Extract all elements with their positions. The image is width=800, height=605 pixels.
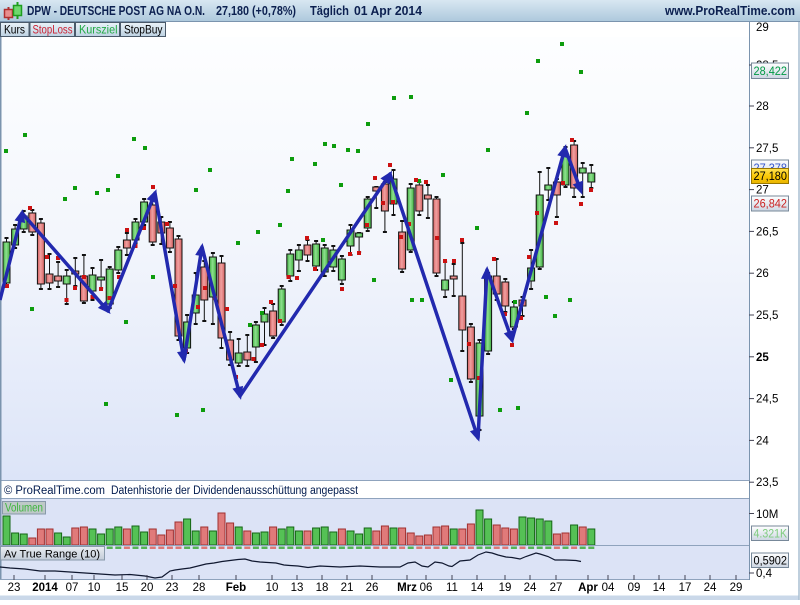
svg-text:15: 15 [116,582,129,594]
svg-text:06: 06 [420,582,433,594]
svg-text:StopBuy: StopBuy [124,23,163,37]
svg-text:10M: 10M [756,509,778,521]
svg-text:27: 27 [756,185,769,197]
svg-text:11: 11 [446,582,458,594]
svg-text:17: 17 [679,582,692,594]
svg-text:© ProRealTime.com: © ProRealTime.com [4,485,105,497]
svg-text:14: 14 [471,582,484,594]
svg-text:23,5: 23,5 [756,477,778,489]
svg-text:21: 21 [341,582,354,594]
svg-text:10: 10 [88,582,101,594]
svg-text:26,842: 26,842 [754,199,788,211]
svg-text:Mrz: Mrz [397,582,417,594]
svg-text:DPW - DEUTSCHE POST AG NA O.N.: DPW - DEUTSCHE POST AG NA O.N. [27,4,205,18]
svg-text:07: 07 [66,582,79,594]
svg-text:Apr: Apr [578,582,598,594]
svg-text:04: 04 [602,582,615,594]
svg-text:28: 28 [756,101,769,113]
svg-text:24: 24 [704,582,717,594]
svg-text:09: 09 [628,582,641,594]
svg-text:0,4: 0,4 [756,568,773,580]
svg-text:19: 19 [499,582,512,594]
svg-text:01 Apr 2014: 01 Apr 2014 [354,4,422,18]
svg-text:Av True Range (10): Av True Range (10) [4,549,100,561]
svg-text:29: 29 [756,22,769,34]
svg-text:0,5902: 0,5902 [754,555,788,567]
svg-text:28,422: 28,422 [754,66,788,78]
svg-text:Feb: Feb [226,582,246,594]
svg-text:www.ProRealTime.com: www.ProRealTime.com [664,4,795,18]
svg-text:4.321K: 4.321K [754,528,788,540]
svg-text:Datenhistorie der Dividendenau: Datenhistorie der Dividendenausschüttung… [111,485,359,497]
svg-text:14: 14 [653,582,666,594]
svg-text:StopLoss: StopLoss [33,23,73,37]
svg-text:25: 25 [756,352,769,364]
svg-text:25,5: 25,5 [756,310,778,322]
svg-text:20: 20 [141,582,154,594]
svg-text:10: 10 [266,582,279,594]
svg-text:26: 26 [366,582,379,594]
svg-text:26: 26 [756,268,769,280]
svg-text:27: 27 [550,582,563,594]
svg-text:13: 13 [291,582,304,594]
svg-text:27,180: 27,180 [754,171,788,183]
svg-text:24,5: 24,5 [756,394,778,406]
svg-text:23: 23 [8,582,21,594]
svg-text:Volumen: Volumen [5,503,43,515]
svg-text:Kursziel: Kursziel [79,23,118,37]
svg-text:Täglich: Täglich [310,4,349,18]
svg-text:23: 23 [166,582,179,594]
svg-text:26,5: 26,5 [756,226,778,238]
svg-text:18: 18 [316,582,329,594]
svg-text:24: 24 [756,435,769,447]
svg-text:2014: 2014 [32,582,58,594]
svg-text:27,180 (+0,78%): 27,180 (+0,78%) [216,4,296,18]
svg-text:Kurs: Kurs [4,23,25,37]
svg-text:29: 29 [730,582,743,594]
svg-text:28: 28 [193,582,206,594]
svg-text:27,5: 27,5 [756,143,778,155]
svg-text:24: 24 [524,582,537,594]
